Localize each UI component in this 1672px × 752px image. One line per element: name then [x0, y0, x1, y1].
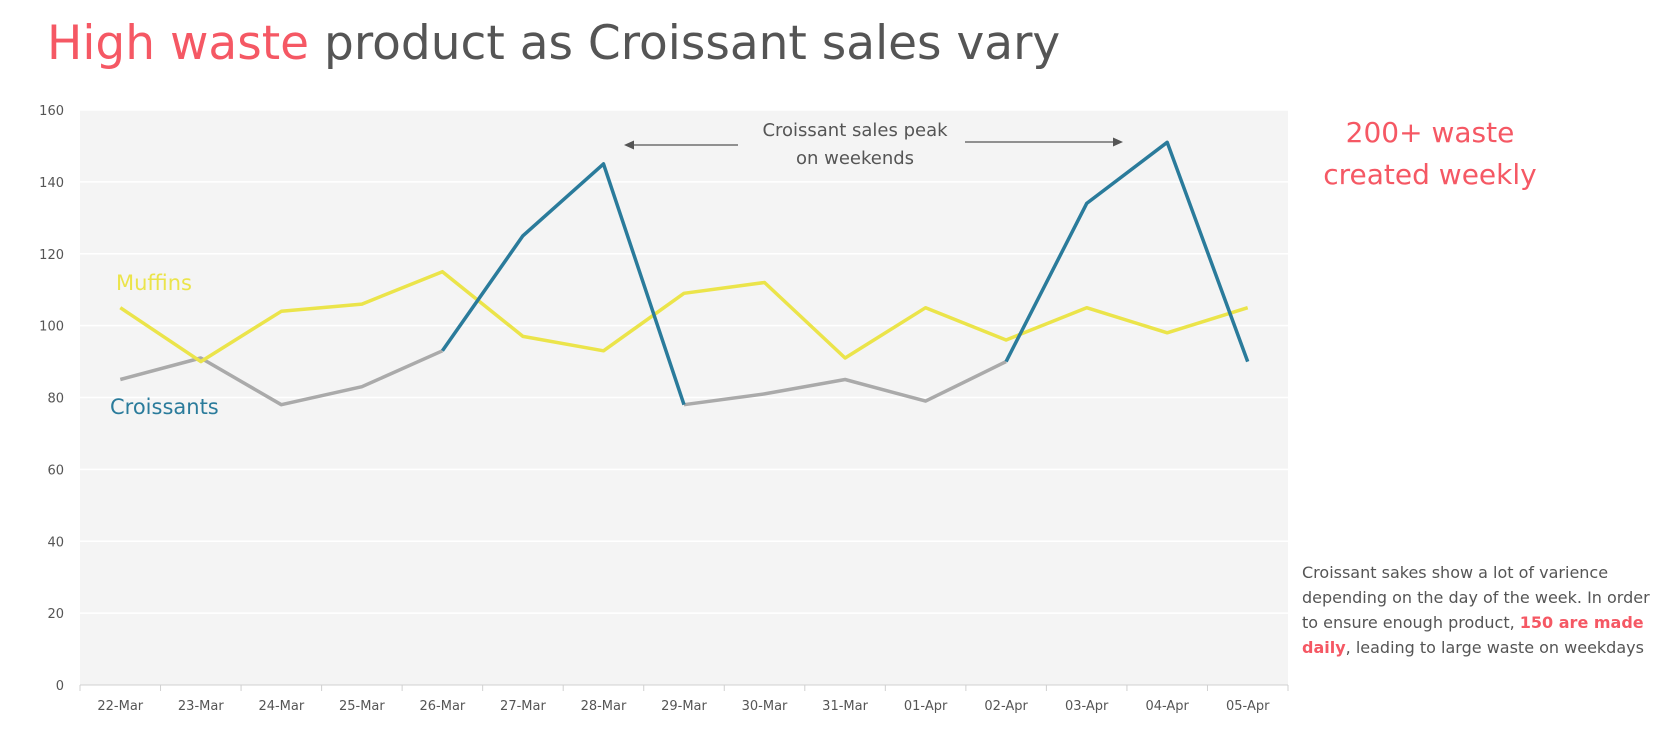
arrowhead-left: [624, 140, 634, 150]
x-tick-label: 30-Mar: [742, 699, 788, 714]
callout-line-1: 200+ waste: [1345, 116, 1515, 149]
y-tick-label: 40: [47, 535, 64, 550]
x-tick-label: 03-Apr: [1065, 699, 1109, 714]
x-tick-label: 29-Mar: [661, 699, 707, 714]
annotation-line-2: on weekends: [796, 148, 914, 169]
x-tick-label: 01-Apr: [904, 699, 948, 714]
y-tick-label: 80: [47, 392, 64, 407]
x-tick-labels: 22-Mar 23-Mar 24-Mar 25-Mar 26-Mar 27-Mar 28-M…: [97, 699, 1270, 714]
croissants-label: Croissants: [110, 395, 219, 419]
y-tick-label: 120: [39, 248, 64, 263]
y-tick-label: 60: [47, 463, 64, 478]
waste-callout: 200+ waste created weekly: [1300, 112, 1560, 196]
x-tick-label: 24-Mar: [258, 699, 304, 714]
y-tick-label: 160: [39, 104, 64, 119]
x-tick-label: 22-Mar: [97, 699, 143, 714]
note-emphasis: 150 are made daily: [1302, 613, 1644, 657]
y-tick-label: 0: [56, 679, 64, 694]
arrowhead-right: [1113, 137, 1123, 147]
x-tick-label: 31-Mar: [822, 699, 868, 714]
x-tick-label: 26-Mar: [420, 699, 466, 714]
croissants-weekday-line: [683, 360, 1007, 407]
x-tick-label: 27-Mar: [500, 699, 546, 714]
x-tick-label: 04-Apr: [1145, 699, 1189, 714]
y-tick-label: 140: [39, 176, 64, 191]
peak-annotation: Croissant sales peak on weekends: [624, 120, 1123, 169]
series-lines: [119, 140, 1250, 407]
title-rest: product as Croissant sales vary: [309, 16, 1061, 71]
x-tick-label: 23-Mar: [178, 699, 224, 714]
gridlines: [80, 109, 1288, 614]
chart-title: High waste product as Croissant sales va…: [47, 16, 1060, 71]
croissants-weekend-line: [440, 162, 686, 406]
note-text-1: Croissant sakes show a lot of varience d…: [1302, 563, 1650, 632]
title-highlight: High waste: [47, 16, 310, 71]
y-tick-label: 100: [39, 320, 64, 335]
muffins-line: [119, 269, 1249, 364]
x-tick-label: 02-Apr: [984, 699, 1028, 714]
muffins-label: Muffins: [116, 271, 192, 295]
croissants-weekday-line: [119, 349, 444, 407]
annotation-line-1: Croissant sales peak: [762, 120, 948, 141]
y-axis: 0 20 40 60 80 100 120 140 160: [39, 104, 64, 694]
x-tick-label: 05-Apr: [1226, 699, 1270, 714]
y-tick-label: 20: [47, 607, 64, 622]
x-tick-label: 25-Mar: [339, 699, 385, 714]
note-text-2: , leading to large waste on weekdays: [1345, 638, 1644, 657]
callout-line-2: created weekly: [1323, 158, 1537, 191]
x-axis: [79, 684, 1289, 691]
croissants-weekend-line: [1004, 140, 1250, 363]
explanation-note: Croissant sakes show a lot of varience d…: [1302, 560, 1656, 660]
series-labels: Muffins Croissants: [110, 271, 219, 419]
x-tick-label: 28-Mar: [581, 699, 627, 714]
